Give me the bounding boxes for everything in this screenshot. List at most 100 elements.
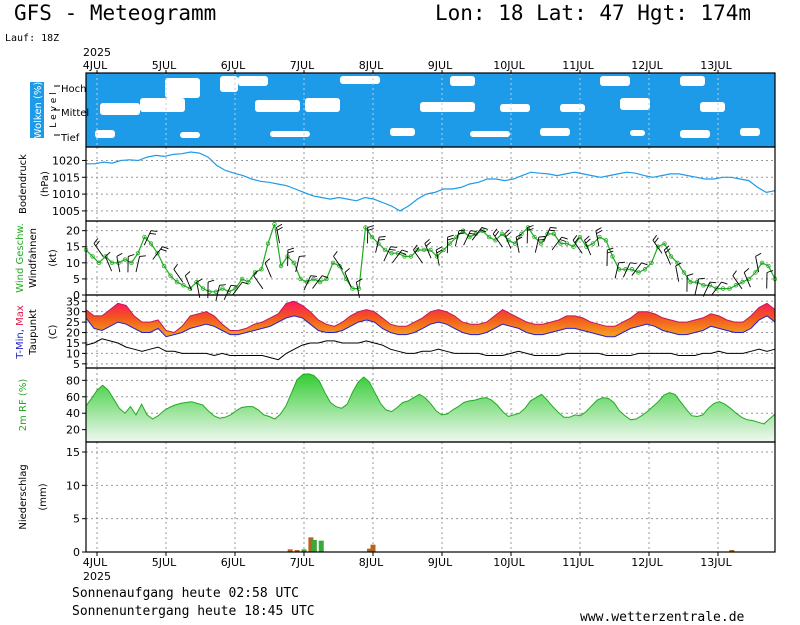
pressure-tick-label: 1020 bbox=[52, 154, 80, 167]
wind-barb bbox=[446, 234, 454, 254]
wind-speed-point bbox=[317, 279, 323, 285]
cloud-gap bbox=[740, 128, 760, 136]
wind-barb bbox=[215, 284, 226, 301]
temp-tick-label: 10 bbox=[66, 347, 80, 360]
precip-bar bbox=[308, 537, 314, 552]
wind-tick-label: 10 bbox=[66, 257, 80, 270]
cloud-gap bbox=[680, 130, 710, 138]
wind-barb bbox=[606, 247, 614, 267]
cloud-gap bbox=[470, 131, 510, 137]
precip-tick-label: 0 bbox=[73, 546, 80, 559]
precip-tick-label: 5 bbox=[73, 513, 80, 526]
wind-speed-point bbox=[428, 247, 433, 253]
wind-speed-point bbox=[142, 234, 147, 240]
wind-barb bbox=[504, 229, 512, 249]
wind-speed-point bbox=[733, 283, 739, 288]
day-label-top: 11JUL bbox=[562, 59, 594, 72]
cloud-gap bbox=[100, 103, 140, 115]
cloud-axis-label: Wolken (%) bbox=[33, 82, 44, 139]
tmax-line bbox=[85, 300, 776, 334]
wind-speed-point bbox=[194, 279, 199, 285]
source-link[interactable]: www.wetterzentrale.de bbox=[580, 610, 745, 625]
day-label-bottom: 6JUL bbox=[221, 556, 246, 569]
cloud-gap bbox=[220, 76, 238, 92]
day-label-bottom: 12JUL bbox=[631, 556, 663, 569]
day-label-top: 8JUL bbox=[359, 59, 384, 72]
wind-speed-point bbox=[200, 286, 206, 291]
cloud-gap bbox=[305, 98, 340, 112]
wind-tick-label: 0 bbox=[73, 289, 80, 302]
day-label-top: 6JUL bbox=[221, 59, 246, 72]
wind-barb bbox=[702, 281, 717, 297]
wind-barb bbox=[694, 277, 705, 295]
cloud-gap bbox=[255, 100, 300, 112]
wind-barb bbox=[435, 246, 443, 266]
wind-speed-point bbox=[642, 267, 648, 272]
precip-bar bbox=[287, 549, 293, 552]
wind-speed-point bbox=[148, 241, 154, 246]
wind-speed-point bbox=[330, 260, 336, 266]
wind-speed-point bbox=[311, 276, 316, 282]
precip-unit-label: (mm) bbox=[38, 483, 49, 510]
wind-speed-point bbox=[174, 279, 180, 285]
cloud-gap bbox=[165, 78, 200, 98]
wind-barb bbox=[424, 238, 432, 259]
wind-barb bbox=[303, 275, 318, 291]
wind-barb-axis-label: Windfahnen bbox=[28, 228, 39, 288]
wind-barb bbox=[711, 281, 728, 296]
wind-speed-point bbox=[558, 241, 563, 246]
wind-speed-point bbox=[759, 260, 765, 266]
pressure-tick-label: 1005 bbox=[52, 205, 80, 218]
wind-speed-point bbox=[720, 286, 726, 291]
sunset-text: Sonnenuntergang heute 18:45 UTC bbox=[72, 604, 315, 619]
wind-barb bbox=[595, 227, 603, 247]
wind-speed-point bbox=[681, 270, 687, 275]
wind-barb bbox=[264, 258, 272, 278]
wind-speed-point bbox=[610, 254, 615, 259]
rh-axis-label: 2m RF (%) bbox=[18, 379, 29, 432]
wind-barb bbox=[104, 251, 113, 272]
day-label-top: 13JUL bbox=[700, 59, 732, 72]
cloud-gap bbox=[340, 76, 380, 84]
level-label-tief: Tief bbox=[60, 133, 80, 144]
wind-speed-point bbox=[129, 260, 134, 266]
wind-speed-point bbox=[389, 250, 394, 256]
wind-speed-point bbox=[512, 241, 518, 246]
wind-barb bbox=[686, 273, 694, 292]
wind-barb bbox=[543, 226, 557, 243]
wind-speed-point bbox=[597, 234, 602, 240]
precip-bar bbox=[294, 550, 300, 552]
cloud-gap bbox=[500, 104, 530, 112]
cloud-gap bbox=[390, 128, 415, 136]
level-label-mittel: Mittel bbox=[61, 108, 89, 119]
wind-barb bbox=[766, 270, 774, 289]
day-label-top: 4JUL bbox=[83, 59, 108, 72]
location-info: Lon: 18 Lat: 47 Hgt: 174m bbox=[435, 1, 752, 25]
wind-speed-line bbox=[85, 224, 776, 293]
year-label-top: 2025 bbox=[83, 46, 111, 59]
wind-speed-point bbox=[577, 234, 583, 240]
wind-barb bbox=[515, 233, 523, 253]
wind-speed-point bbox=[298, 276, 303, 282]
cloud-gap bbox=[560, 104, 585, 112]
wind-speed-point bbox=[408, 254, 414, 259]
wind-speed-point bbox=[447, 241, 453, 246]
wind-speed-point bbox=[701, 283, 706, 288]
rh-tick-label: 40 bbox=[66, 407, 80, 420]
cloud-gap bbox=[540, 128, 570, 136]
precip-tick-label: 15 bbox=[66, 446, 80, 459]
day-label-top: 5JUL bbox=[152, 59, 177, 72]
cloud-gap bbox=[238, 76, 268, 86]
cloud-gap bbox=[700, 102, 725, 112]
wind-tick-label: 20 bbox=[66, 225, 80, 238]
wind-barb bbox=[551, 236, 568, 251]
cloud-gap bbox=[140, 98, 185, 112]
wind-speed-point bbox=[532, 234, 537, 240]
wind-barb bbox=[312, 275, 329, 289]
wind-barb bbox=[413, 244, 423, 264]
wind-speed-point bbox=[272, 222, 277, 227]
wind-speed-point bbox=[590, 241, 596, 246]
wind-speed-point bbox=[350, 286, 355, 291]
wind-barb bbox=[93, 238, 104, 257]
